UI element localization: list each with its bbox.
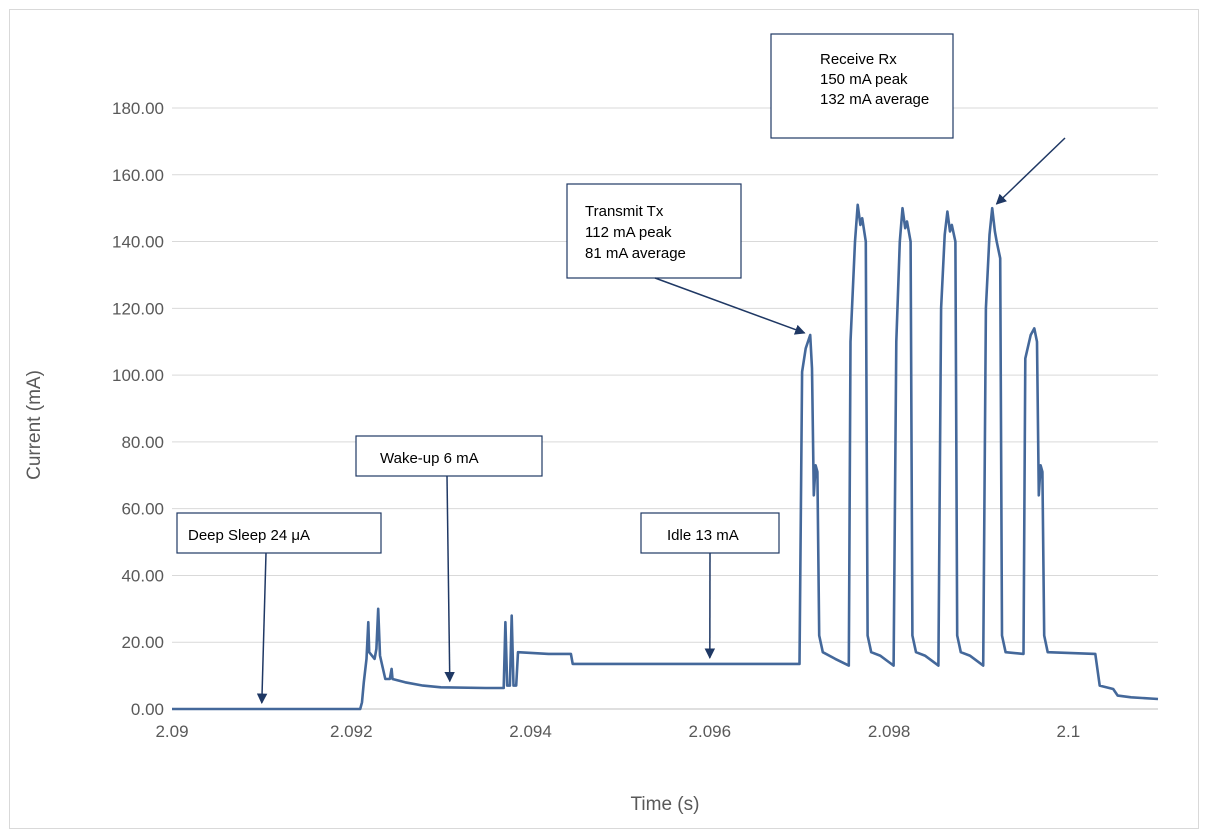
annotation-text: 112 mA peak xyxy=(585,224,672,241)
y-tick-label: 160.00 xyxy=(112,166,164,185)
y-tick-label: 140.00 xyxy=(112,233,164,252)
annotation-text: Wake-up 6 mA xyxy=(380,450,479,467)
x-tick-label: 2.098 xyxy=(868,722,911,741)
annotation-text: Receive Rx xyxy=(820,51,897,68)
annotation-arrow xyxy=(655,278,805,333)
x-tick-label: 2.096 xyxy=(689,722,732,741)
x-tick-label: 2.1 xyxy=(1057,722,1081,741)
y-tick-label: 80.00 xyxy=(121,433,164,452)
series-layer xyxy=(172,205,1158,709)
x-tick-label: 2.094 xyxy=(509,722,552,741)
y-tick-labels: 0.00 20.00 40.00 60.00 80.00 100.00 120.00 140.… xyxy=(112,99,164,719)
annotation-1: Wake-up 6 mA xyxy=(356,436,542,681)
x-tick-label: 2.092 xyxy=(330,722,373,741)
annotation-arrow xyxy=(447,476,450,681)
annotation-arrow xyxy=(996,138,1065,204)
annotation-text: 132 mA average xyxy=(820,91,929,108)
y-tick-label: 120.00 xyxy=(112,299,164,318)
annotation-text: 81 mA average xyxy=(585,245,686,262)
y-tick-label: 0.00 xyxy=(131,700,164,719)
annotation-3: Transmit Tx 112 mA peak 81 mA average xyxy=(567,184,805,333)
annotation-0: Deep Sleep 24 μA xyxy=(177,513,381,703)
annotation-2: Idle 13 mA xyxy=(641,513,779,658)
annotation-text: Transmit Tx xyxy=(585,203,664,220)
x-tick-labels: 2.09 2.092 2.094 2.096 2.098 2.1 xyxy=(155,722,1080,741)
y-axis-title: Current (mA) xyxy=(24,370,45,480)
y-tick-label: 60.00 xyxy=(121,500,164,519)
annotations: Deep Sleep 24 μA Wake-up 6 mA Idle 13 mA Tr… xyxy=(177,34,1065,703)
x-tick-label: 2.09 xyxy=(155,722,188,741)
annotation-4: Receive Rx 150 mA peak 132 mA average xyxy=(771,34,1065,204)
annotation-text: 150 mA peak xyxy=(820,71,908,88)
y-tick-label: 100.00 xyxy=(112,366,164,385)
x-axis-title: Time (s) xyxy=(631,794,700,815)
current-series-line xyxy=(172,205,1158,709)
annotation-text: Deep Sleep 24 μA xyxy=(188,527,310,544)
y-tick-label: 40.00 xyxy=(121,566,164,585)
annotation-text: Idle 13 mA xyxy=(667,527,739,544)
y-tick-label: 180.00 xyxy=(112,99,164,118)
y-tick-label: 20.00 xyxy=(121,633,164,652)
